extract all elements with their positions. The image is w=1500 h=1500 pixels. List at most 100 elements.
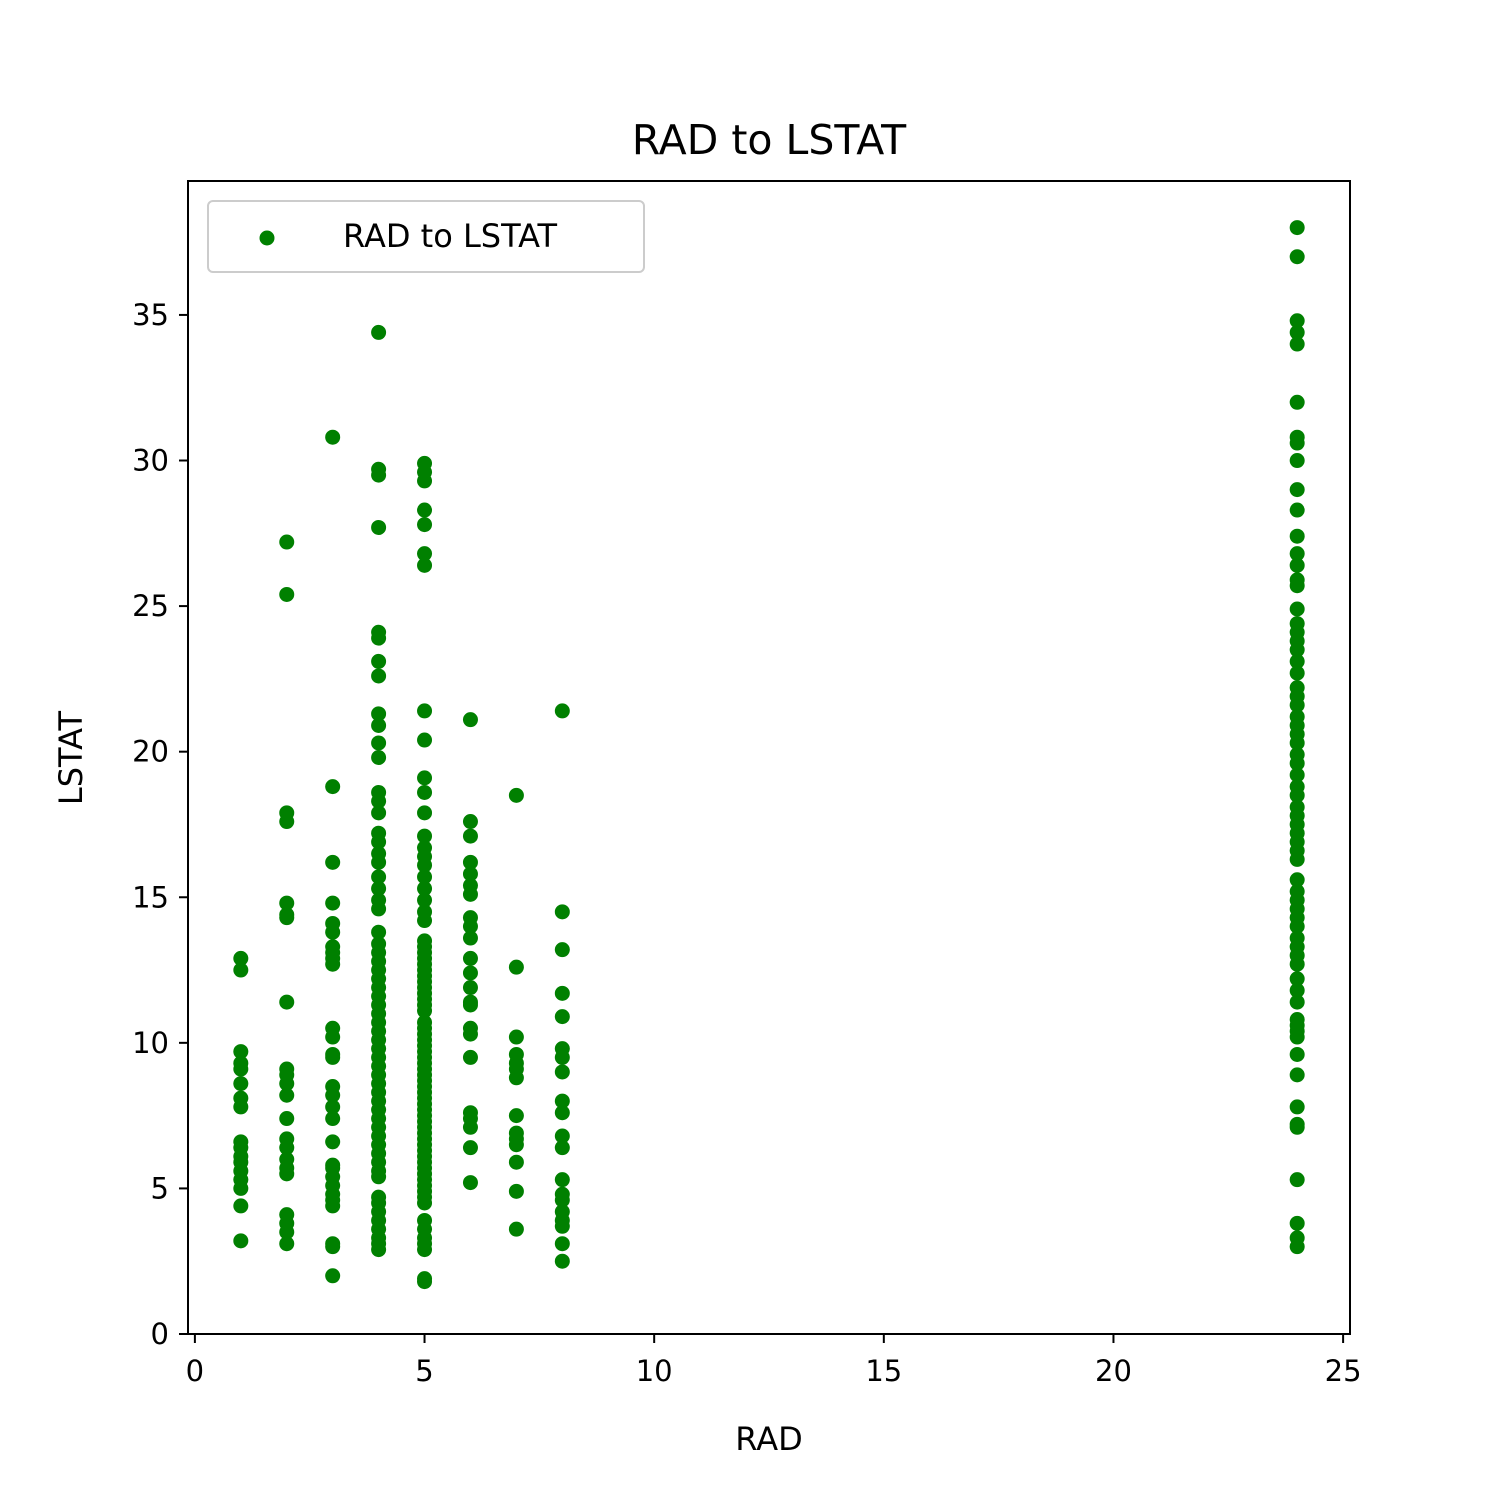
y-tick-label: 15 bbox=[132, 880, 169, 914]
scatter-point bbox=[1289, 220, 1305, 236]
scatter-point bbox=[508, 787, 524, 803]
scatter-point bbox=[462, 1049, 478, 1065]
scatter-point bbox=[371, 735, 387, 751]
scatter-point bbox=[325, 939, 341, 955]
scatter-point bbox=[462, 1175, 478, 1191]
scatter-point bbox=[417, 732, 433, 748]
scatter-point bbox=[1289, 982, 1305, 998]
scatter-point bbox=[279, 1061, 295, 1077]
scatter-point bbox=[462, 965, 478, 981]
scatter-point bbox=[371, 324, 387, 340]
scatter-point bbox=[371, 805, 387, 821]
x-tick-label: 0 bbox=[186, 1354, 204, 1388]
scatter-point bbox=[417, 1014, 433, 1030]
scatter-point bbox=[417, 933, 433, 949]
scatter-point bbox=[1289, 1067, 1305, 1083]
scatter-point bbox=[508, 1125, 524, 1141]
x-axis-label: RAD bbox=[735, 1420, 802, 1458]
scatter-point bbox=[371, 461, 387, 477]
scatter-point bbox=[233, 1076, 249, 1092]
scatter-point bbox=[554, 1093, 570, 1109]
scatter-point bbox=[1289, 971, 1305, 987]
scatter-point bbox=[554, 1064, 570, 1080]
scatter-point bbox=[279, 805, 295, 821]
scatter-point bbox=[554, 1128, 570, 1144]
scatter-point bbox=[417, 557, 433, 573]
scatter-point bbox=[508, 1108, 524, 1124]
scatter-point bbox=[279, 1207, 295, 1223]
scatter-point bbox=[1289, 1099, 1305, 1115]
scatter-point bbox=[554, 1253, 570, 1269]
scatter-point bbox=[554, 985, 570, 1001]
scatter-point bbox=[1289, 767, 1305, 783]
scatter-point bbox=[371, 881, 387, 897]
scatter-point bbox=[417, 805, 433, 821]
scatter-point bbox=[1289, 557, 1305, 573]
scatter-point bbox=[462, 1020, 478, 1036]
scatter-point bbox=[462, 854, 478, 870]
scatter-point bbox=[417, 502, 433, 518]
scatter-point bbox=[417, 881, 433, 897]
scatter-point bbox=[1289, 665, 1305, 681]
scatter-point bbox=[1289, 546, 1305, 562]
scatter-point bbox=[417, 770, 433, 786]
scatter-point bbox=[371, 846, 387, 862]
scatter-point bbox=[1289, 1215, 1305, 1231]
scatter-point bbox=[554, 1186, 570, 1202]
scatter-point bbox=[233, 1090, 249, 1106]
scatter-point bbox=[1289, 653, 1305, 669]
scatter-point bbox=[325, 1020, 341, 1036]
scatter-point bbox=[462, 712, 478, 728]
scatter-point bbox=[1289, 429, 1305, 445]
scatter-point bbox=[1289, 324, 1305, 340]
scatter-point bbox=[462, 1105, 478, 1121]
scatter-point bbox=[233, 1055, 249, 1071]
scatter-point bbox=[371, 653, 387, 669]
legend-marker bbox=[259, 230, 275, 246]
y-tick-label: 10 bbox=[132, 1026, 169, 1060]
scatter-point bbox=[417, 546, 433, 562]
scatter-point bbox=[371, 1189, 387, 1205]
scatter-point bbox=[233, 950, 249, 966]
scatter-point bbox=[462, 980, 478, 996]
scatter-point bbox=[1289, 1012, 1305, 1028]
scatter-point bbox=[508, 1221, 524, 1237]
scatter-point bbox=[417, 869, 433, 885]
scatter-point bbox=[1289, 1172, 1305, 1188]
scatter-point bbox=[325, 1079, 341, 1095]
y-tick-label: 30 bbox=[132, 444, 169, 478]
scatter-point bbox=[371, 892, 387, 908]
x-tick-label: 20 bbox=[1095, 1354, 1132, 1388]
scatter-point bbox=[554, 1105, 570, 1121]
scatter-point bbox=[233, 1044, 249, 1060]
scatter-point bbox=[325, 429, 341, 445]
scatter-point bbox=[508, 1154, 524, 1170]
y-tick-label: 20 bbox=[132, 735, 169, 769]
scatter-point bbox=[508, 1183, 524, 1199]
scatter-point bbox=[417, 828, 433, 844]
scatter-point bbox=[462, 878, 478, 894]
scatter-point bbox=[554, 904, 570, 920]
scatter-point bbox=[371, 668, 387, 684]
y-axis-label: LSTAT bbox=[52, 710, 90, 805]
scatter-point bbox=[325, 1046, 341, 1062]
y-tick-label: 35 bbox=[132, 298, 169, 332]
scatter-point bbox=[462, 994, 478, 1010]
scatter-point bbox=[1289, 1046, 1305, 1062]
scatter-point bbox=[1289, 779, 1305, 795]
y-tick-label: 5 bbox=[151, 1171, 169, 1205]
scatter-point bbox=[1289, 453, 1305, 469]
x-tick-label: 10 bbox=[636, 1354, 673, 1388]
scatter-point bbox=[462, 1140, 478, 1156]
scatter-point bbox=[325, 1099, 341, 1115]
legend-label: RAD to LSTAT bbox=[343, 217, 558, 255]
points-layer bbox=[233, 220, 1305, 1290]
plot-area-frame bbox=[187, 180, 1351, 1335]
scatter-point bbox=[371, 869, 387, 885]
scatter-point bbox=[233, 962, 249, 978]
scatter-point bbox=[279, 1151, 295, 1167]
scatter-point bbox=[1289, 994, 1305, 1010]
scatter-point bbox=[554, 1236, 570, 1252]
scatter-point bbox=[325, 895, 341, 911]
